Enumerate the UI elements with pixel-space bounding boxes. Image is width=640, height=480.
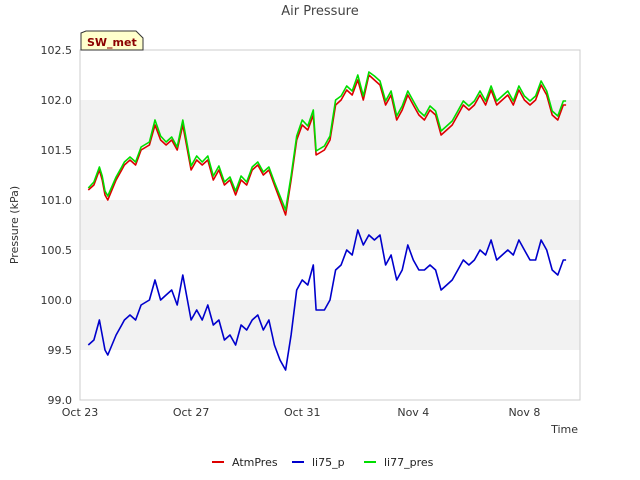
- series-lines: [87, 71, 567, 371]
- grid-band: [80, 200, 580, 250]
- x-tick-label: Oct 23: [62, 406, 99, 419]
- legend: AtmPres li75_p li77_pres: [212, 456, 434, 469]
- y-tick-label: 101.5: [41, 144, 73, 157]
- chart-title: Air Pressure: [281, 4, 359, 19]
- grid-band: [80, 300, 580, 350]
- grid-band: [80, 250, 580, 300]
- plot-frame: [79, 49, 581, 401]
- station-tag: SW_met: [80, 30, 144, 51]
- series-line-atmpres: [87, 74, 567, 216]
- y-tick-label: 102.0: [41, 94, 73, 107]
- station-tag-label: SW_met: [87, 36, 137, 49]
- legend-label: li77_pres: [384, 456, 434, 469]
- y-axis-ticks: 99.0 99.5 100.0 100.5 101.0 101.5 102.0 102.5: [41, 44, 73, 407]
- y-tick-label: 100.0: [41, 294, 73, 307]
- legend-label: li75_p: [312, 456, 345, 469]
- grid-bands: [80, 50, 580, 400]
- y-tick-label: 99.5: [48, 344, 73, 357]
- legend-label: AtmPres: [232, 456, 278, 469]
- x-axis-label: Time: [550, 423, 578, 436]
- x-axis-ticks: Oct 23 Oct 27 Oct 31 Nov 4 Nov 8: [62, 406, 541, 419]
- x-tick-label: Oct 27: [173, 406, 210, 419]
- y-tick-label: 102.5: [41, 44, 73, 57]
- series-line-li77-pres: [87, 71, 567, 211]
- series-line-li75-p: [87, 229, 567, 371]
- station-tag-box: [80, 30, 144, 51]
- x-tick-label: Nov 8: [508, 406, 540, 419]
- y-tick-label: 99.0: [48, 394, 73, 407]
- grid-band: [80, 50, 580, 100]
- y-tick-label: 100.5: [41, 244, 73, 257]
- x-tick-label: Nov 4: [397, 406, 429, 419]
- grid-band: [80, 350, 580, 400]
- y-axis-label: Pressure (kPa): [8, 186, 21, 264]
- grid-band: [80, 150, 580, 200]
- x-tick-label: Oct 31: [284, 406, 321, 419]
- y-tick-label: 101.0: [41, 194, 73, 207]
